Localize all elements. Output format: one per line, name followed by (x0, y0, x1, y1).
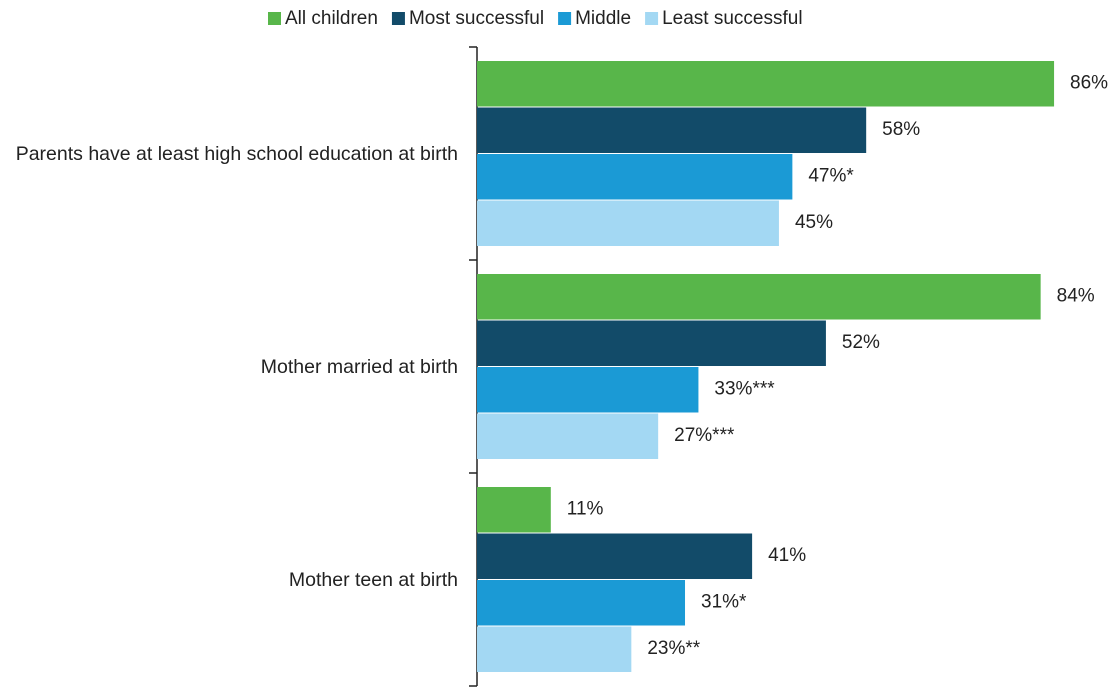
value-label: 33%*** (714, 378, 775, 399)
category-label: Parents have at least high school educat… (15, 142, 458, 165)
value-label: 84% (1057, 285, 1095, 306)
bar (477, 320, 826, 366)
value-label: 27%*** (674, 425, 735, 446)
bar (477, 61, 1055, 107)
bar (477, 580, 686, 626)
bar (477, 274, 1041, 320)
legend-swatch (558, 12, 572, 25)
bar (477, 200, 779, 246)
bar (477, 413, 659, 459)
bar (477, 487, 551, 533)
value-label: 58% (882, 119, 920, 140)
legend-label: Middle (575, 8, 631, 29)
legend-label: Least successful (662, 8, 802, 29)
value-label: 86% (1070, 72, 1108, 93)
category-label: Mother teen at birth (288, 568, 458, 591)
value-label: 31%* (701, 591, 747, 612)
value-label: 23%** (647, 638, 700, 659)
value-label: 41% (768, 545, 806, 566)
bar (477, 154, 793, 200)
value-label: 47%* (808, 165, 854, 186)
category-label: Mother married at birth (260, 355, 458, 378)
legend-swatch (645, 12, 659, 25)
value-label: 11% (567, 498, 604, 519)
legend-label: Most successful (409, 8, 544, 29)
bar (477, 367, 699, 413)
bar (477, 626, 632, 672)
value-label: 52% (842, 332, 880, 353)
legend-label: All children (285, 8, 378, 29)
value-label: 45% (795, 212, 833, 233)
bar (477, 107, 867, 153)
bar (477, 533, 753, 579)
legend-swatch (268, 12, 281, 25)
legend-swatch (391, 12, 405, 25)
